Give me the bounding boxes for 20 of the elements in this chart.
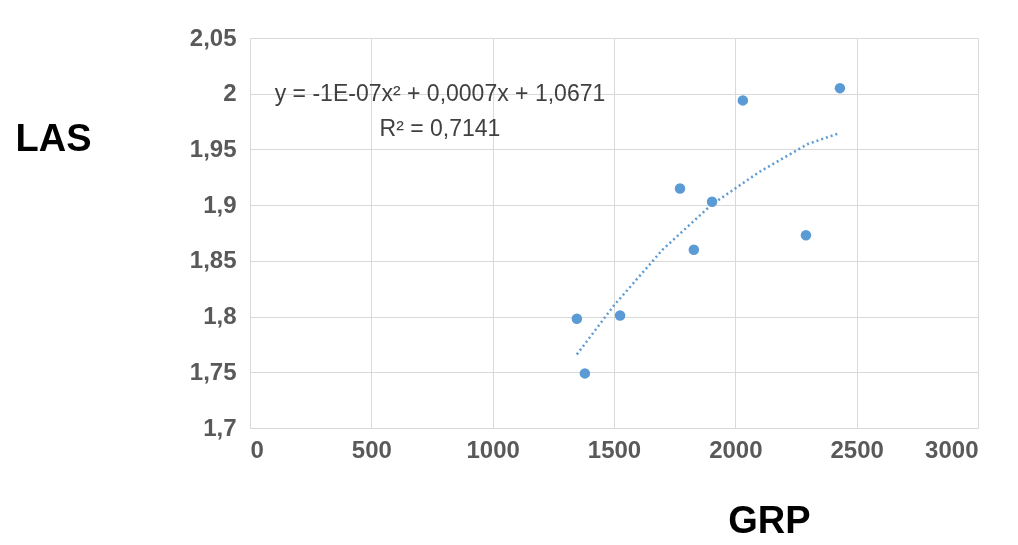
- y-tick-label: 1,8: [203, 302, 237, 330]
- x-tick-label: 1000: [466, 435, 520, 463]
- annotation: y = -1E-07x² + 0,0007x + 1,0671: [274, 80, 606, 106]
- x-tick-label: 1500: [587, 435, 642, 463]
- x-tick-label: 2000: [709, 435, 763, 463]
- x-tick-label: 0: [250, 435, 264, 463]
- y-tick-label: 2: [223, 79, 237, 107]
- y-tick-label: 1,7: [203, 413, 237, 441]
- y-tick-label: 1,85: [189, 246, 237, 274]
- y-tick-label: 1,9: [203, 190, 237, 218]
- y-tick-label: 2,05: [189, 23, 237, 51]
- y-axis-title: LAS: [15, 116, 92, 159]
- line-series: [575, 132, 839, 356]
- annotation: R² = 0,7141: [379, 115, 501, 141]
- x-tick-label: 500: [351, 435, 392, 463]
- x-axis-title: GRP: [728, 498, 811, 541]
- x-tick-label: 2500: [830, 435, 884, 463]
- x-tick-label: 3000: [925, 435, 979, 463]
- y-tick-label: 1,95: [189, 134, 237, 162]
- y-tick-label: 1,75: [189, 357, 237, 385]
